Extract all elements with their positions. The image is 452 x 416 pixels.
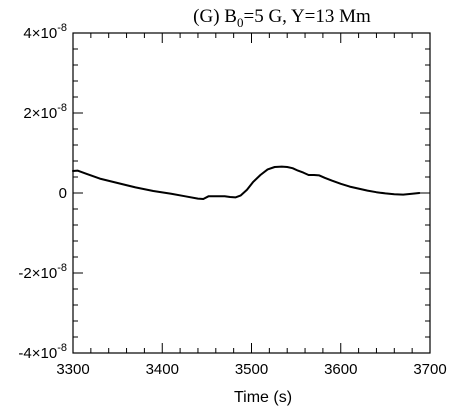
x-axis-label: Time (s) <box>234 389 292 406</box>
y-tick-label: 2×10-8 <box>23 102 67 122</box>
x-tick-label: 3300 <box>56 361 89 378</box>
title-subscript: 0 <box>237 15 244 30</box>
y-tick-label: 4×10-8 <box>23 22 67 42</box>
x-tick-label: 3700 <box>413 361 446 378</box>
x-tick-label: 3500 <box>235 361 268 378</box>
y-tick-label: -4×10-8 <box>18 342 67 362</box>
series-layer <box>72 165 421 200</box>
chart-title: (G) B0=5 G, Y=13 Mm <box>193 6 371 30</box>
y-axis-ticks: 4×10-8 2×10-8 0 -2×10-8 -4×10-8 <box>18 22 430 362</box>
series-line-0 <box>72 165 421 200</box>
y-tick-label: -2×10-8 <box>18 262 67 282</box>
y-tick-label: 0 <box>59 185 67 202</box>
x-tick-label: 3600 <box>324 361 357 378</box>
title-suffix: =5 G, Y=13 Mm <box>243 6 371 27</box>
title-prefix: (G) B <box>193 6 237 27</box>
x-tick-label: 3400 <box>146 361 179 378</box>
x-axis-ticks: 3300 3400 3500 3600 3700 <box>56 33 447 378</box>
